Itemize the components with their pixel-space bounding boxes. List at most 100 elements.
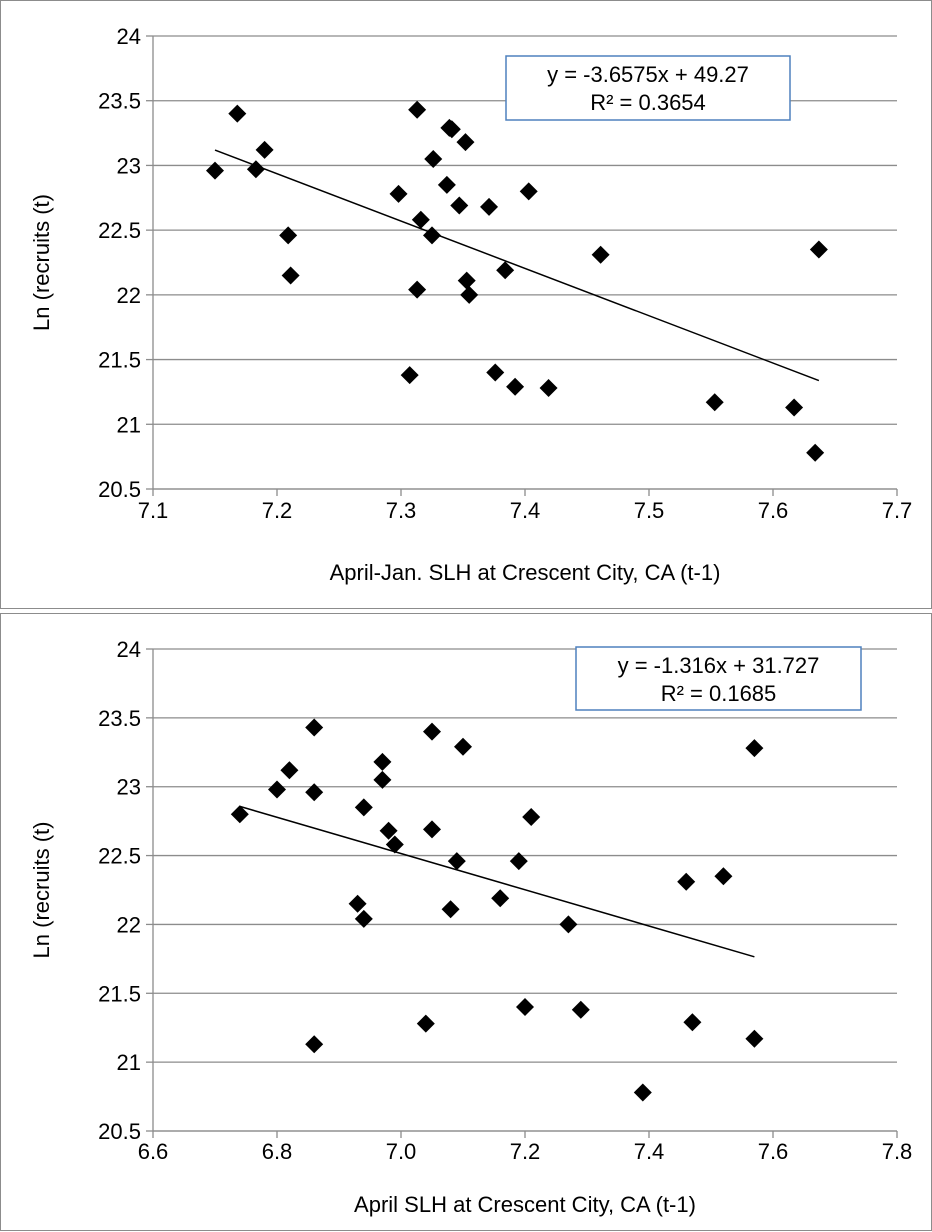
chart-panel-bottom: 20.5 21 21.5 22 22.5 23 23.5 24 6.6 6.8 7.0 7.2 7.4 7… <box>0 613 932 1231</box>
trendline <box>214 149 820 382</box>
data-point <box>411 210 430 229</box>
equation-box <box>505 55 791 121</box>
data-point <box>230 805 249 824</box>
data-point <box>522 808 541 827</box>
y-tick-label: 20.5 <box>98 477 141 502</box>
data-point <box>591 245 610 264</box>
data-point <box>408 100 427 119</box>
chart-panel-top: 20.5 21 21.5 22 22.5 23 23.5 24 7.1 7.2 7.3 7.4 7.5 7… <box>0 0 932 609</box>
data-point <box>559 915 578 934</box>
data-point <box>519 182 538 201</box>
data-point <box>491 889 510 908</box>
x-tick-label: 7.6 <box>758 498 789 523</box>
data-point <box>539 379 558 398</box>
data-point <box>745 1029 764 1048</box>
r-squared-label: R² = 0.1685 <box>661 681 777 706</box>
data-point <box>255 140 274 159</box>
data-point <box>423 226 441 245</box>
data-point <box>516 998 534 1017</box>
data-point <box>354 909 373 928</box>
data-point <box>460 285 479 304</box>
data-point <box>441 900 460 919</box>
data-point <box>677 872 696 891</box>
data-point <box>424 149 443 168</box>
scatter-chart-top: 20.5 21 21.5 22 22.5 23 23.5 24 7.1 7.2 7.3 7.4 7.5 7… <box>29 24 913 585</box>
x-tick-label: 7.5 <box>634 498 665 523</box>
data-point <box>348 894 367 913</box>
data-point <box>447 852 466 871</box>
y-tick-label: 20.5 <box>98 1119 141 1144</box>
data-point <box>456 133 475 152</box>
y-tick-label: 24 <box>117 637 141 662</box>
y-tick-label: 21.5 <box>98 348 141 373</box>
x-tick-label: 7.7 <box>882 498 913 523</box>
data-point <box>509 852 528 871</box>
x-tick-label: 7.0 <box>386 1139 417 1164</box>
y-axis-title: Ln (recruits (t) <box>29 822 54 959</box>
x-tick-label: 7.2 <box>262 498 293 523</box>
data-point <box>385 835 404 854</box>
data-point <box>354 798 373 817</box>
r-squared-label: R² = 0.3654 <box>590 90 706 115</box>
y-tick-label: 21 <box>117 1050 141 1075</box>
data-point <box>450 196 469 215</box>
y-axis-title: Ln (recruits (t) <box>29 194 54 331</box>
y-tick-label: 21.5 <box>98 981 141 1006</box>
x-tick-label: 7.8 <box>882 1139 913 1164</box>
data-point <box>480 197 499 216</box>
equation-box <box>575 646 862 711</box>
y-tick-label: 23.5 <box>98 89 141 114</box>
data-point <box>809 240 828 259</box>
data-point <box>408 280 427 299</box>
x-tick-label: 7.2 <box>510 1139 541 1164</box>
data-point <box>373 770 392 789</box>
data-point <box>683 1013 702 1032</box>
trendline-equation: y = -3.6575x + 49.27 <box>547 62 749 87</box>
data-point <box>457 271 476 290</box>
scatter-chart-bottom: 20.5 21 21.5 22 22.5 23 23.5 24 6.6 6.8 7.0 7.2 7.4 7… <box>29 637 913 1217</box>
y-tick-label: 24 <box>117 24 141 49</box>
data-point <box>280 761 299 780</box>
data-point <box>714 867 733 886</box>
x-tick-label: 7.4 <box>510 498 541 523</box>
data-point <box>423 820 441 839</box>
data-point <box>373 752 392 771</box>
x-axis-title: April SLH at Crescent City, CA (t-1) <box>354 1192 696 1217</box>
data-point <box>228 104 247 123</box>
y-tick-label: 22 <box>117 283 141 308</box>
data-point <box>496 261 515 280</box>
y-tick-label: 22.5 <box>98 218 141 243</box>
data-point <box>206 161 224 180</box>
y-tick-label: 23.5 <box>98 706 141 731</box>
data-point <box>442 120 461 139</box>
x-tick-label: 6.6 <box>138 1139 169 1164</box>
y-tick-label: 22 <box>117 912 141 937</box>
data-point <box>486 363 505 382</box>
data-point <box>506 377 525 396</box>
data-point <box>305 718 324 737</box>
data-point <box>806 443 825 462</box>
data-point <box>281 266 300 285</box>
y-tick-label: 23 <box>117 153 141 178</box>
data-point <box>400 366 419 385</box>
x-tick-label: 7.6 <box>758 1139 789 1164</box>
data-point <box>571 1000 590 1019</box>
data-point <box>416 1014 435 1033</box>
data-point <box>454 737 472 756</box>
y-tick-label: 22.5 <box>98 844 141 869</box>
data-point <box>633 1083 652 1102</box>
data-point <box>423 722 441 741</box>
data-point <box>246 160 265 179</box>
x-tick-label: 7.1 <box>138 498 169 523</box>
y-tick-label: 23 <box>117 775 141 800</box>
data-point <box>389 184 408 203</box>
data-point <box>437 175 456 194</box>
x-tick-label: 7.4 <box>634 1139 665 1164</box>
data-point <box>745 739 764 758</box>
trendline <box>239 805 755 958</box>
data-point <box>279 226 298 245</box>
x-axis-title: April-Jan. SLH at Crescent City, CA (t-1… <box>330 560 721 585</box>
trendline-equation: y = -1.316x + 31.727 <box>618 653 820 678</box>
y-tick-label: 21 <box>117 412 141 437</box>
x-tick-label: 6.8 <box>262 1139 293 1164</box>
